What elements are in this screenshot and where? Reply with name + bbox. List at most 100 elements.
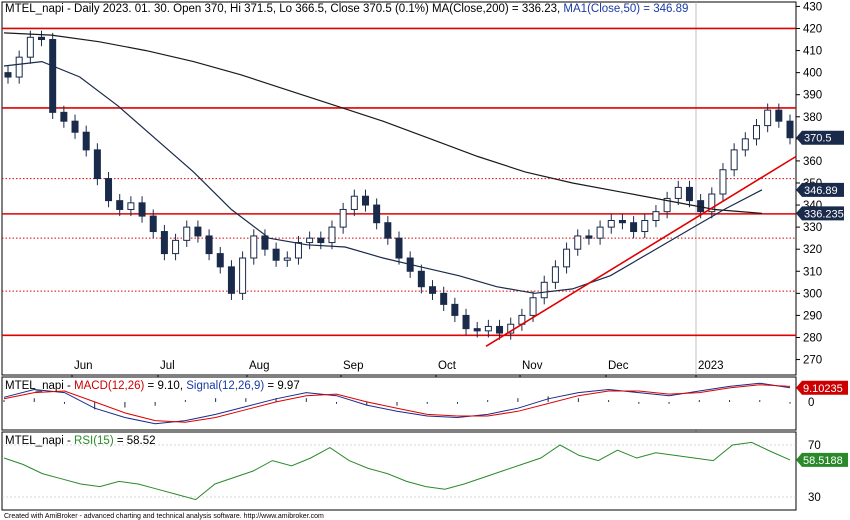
- price-tick-label: 330: [803, 222, 822, 234]
- candle-body: [194, 226, 202, 237]
- candle-body: [775, 109, 783, 122]
- candle-body: [708, 193, 716, 213]
- candle-body: [741, 138, 749, 151]
- candle-body: [283, 257, 291, 261]
- rsi-panel: 30 70 58.5188 MTEL_napi - RSI(15) = 58.52: [1, 431, 848, 511]
- candle-body: [674, 186, 682, 199]
- price-tick-label: 310: [803, 266, 822, 278]
- candle-body: [38, 36, 46, 41]
- candle-body: [641, 220, 649, 233]
- candle-body: [183, 226, 191, 241]
- candle-body: [71, 120, 79, 133]
- candle-body: [127, 202, 135, 210]
- candle-body: [496, 325, 504, 334]
- price-badge: 336.235: [796, 206, 844, 221]
- rsi-axis: 30 70 58.5188: [796, 440, 848, 504]
- candle-body: [473, 328, 481, 332]
- price-badge: 370.5: [796, 130, 844, 145]
- price-badge-shape: [796, 182, 844, 197]
- candle-body: [227, 266, 235, 294]
- candle-body: [529, 297, 537, 316]
- price-badge-shape: [796, 206, 844, 221]
- candle-body: [417, 270, 425, 288]
- macd-axis: 0 9.10235: [796, 380, 848, 409]
- trend-line: [485, 155, 797, 347]
- footer-credit: Created with AmiBroker - advanced charti…: [4, 513, 324, 520]
- candle-body: [60, 111, 68, 122]
- price-tick-label: 430: [803, 1, 822, 13]
- month-label: Oct: [438, 360, 457, 372]
- candle-body: [350, 195, 358, 210]
- price-tick-label: 420: [803, 23, 822, 35]
- candle-body: [261, 235, 269, 250]
- price-tick-label: 280: [803, 332, 822, 344]
- candle-body: [719, 169, 727, 195]
- candle-body: [216, 253, 224, 268]
- candles: [4, 30, 794, 340]
- month-label: Dec: [608, 360, 629, 372]
- price-badge-shape: [796, 130, 844, 145]
- candle-body: [585, 235, 593, 239]
- rsi-line: [3, 441, 791, 501]
- month-label: Nov: [522, 360, 543, 372]
- price-tick-label: 400: [803, 68, 822, 80]
- candle-body: [764, 109, 772, 127]
- candle-body: [149, 215, 157, 233]
- price-panel-frame: [1, 1, 797, 376]
- candle-body: [652, 211, 660, 222]
- price-tick-label: 380: [803, 112, 822, 124]
- candle-body: [596, 226, 604, 239]
- candle-body: [395, 237, 403, 259]
- candle-body: [339, 208, 347, 228]
- candle-body: [306, 237, 314, 244]
- candle-body: [752, 125, 760, 140]
- candle-body: [93, 149, 101, 180]
- macd-panel: 0 9.10235 MTEL_napi - MACD(12,26) = 9.10,…: [1, 376, 848, 431]
- candle-body: [574, 235, 582, 250]
- price-panel-title: MTEL_napi - Daily 2023. 01. 30. Open 370…: [5, 3, 688, 15]
- price-tick-label: 300: [803, 288, 822, 300]
- candle-body: [384, 222, 392, 239]
- candle-body: [540, 281, 548, 299]
- candle-body: [15, 56, 23, 78]
- rsi-grid: [2, 444, 796, 498]
- candle-body: [607, 220, 615, 228]
- price-tick-label: 390: [803, 90, 822, 102]
- candle-body: [361, 195, 369, 206]
- candle-body: [373, 204, 381, 224]
- price-tick-label: 270: [803, 355, 822, 367]
- rsi-panel-title: MTEL_napi - RSI(15) = 58.52: [5, 435, 156, 447]
- candle-body: [294, 242, 302, 259]
- price-axis: 2702802903003103203303403503603703803904…: [796, 1, 822, 367]
- rsi-tick-label: 30: [808, 492, 821, 504]
- month-label: Jun: [74, 360, 93, 372]
- candle-body: [663, 197, 671, 213]
- signal-line: [3, 384, 791, 423]
- candle-body: [440, 292, 448, 305]
- month-label: Jul: [160, 360, 175, 372]
- candle-body: [730, 149, 738, 171]
- candle-body: [484, 325, 492, 332]
- candle-body: [116, 200, 124, 210]
- price-badge: 346.89: [796, 182, 844, 197]
- candle-body: [4, 72, 12, 78]
- price-tick-label: 360: [803, 156, 822, 168]
- candle-body: [239, 257, 247, 294]
- rsi-badge-label: 58.5188: [803, 455, 843, 467]
- macd-badge-label: 9.10235: [803, 383, 843, 395]
- macd-line: [3, 382, 791, 425]
- macd-panel-frame: [1, 376, 797, 431]
- candle-body: [205, 235, 213, 255]
- candle-body: [786, 120, 794, 139]
- rsi-badge-shape: [796, 452, 848, 467]
- month-label: Aug: [249, 360, 269, 372]
- rsi-tick-label: 70: [808, 440, 821, 452]
- macd-badge: 9.10235: [796, 380, 848, 395]
- candle-body: [462, 314, 470, 330]
- candle-body: [429, 286, 437, 294]
- month-labels: Jun Jul Aug Sep Oct Nov Dec 2023: [71, 360, 724, 379]
- candle-body: [630, 222, 638, 233]
- price-badge-label: 370.5: [804, 133, 832, 145]
- candle-body: [49, 39, 57, 113]
- macd-histogram: [3, 396, 791, 410]
